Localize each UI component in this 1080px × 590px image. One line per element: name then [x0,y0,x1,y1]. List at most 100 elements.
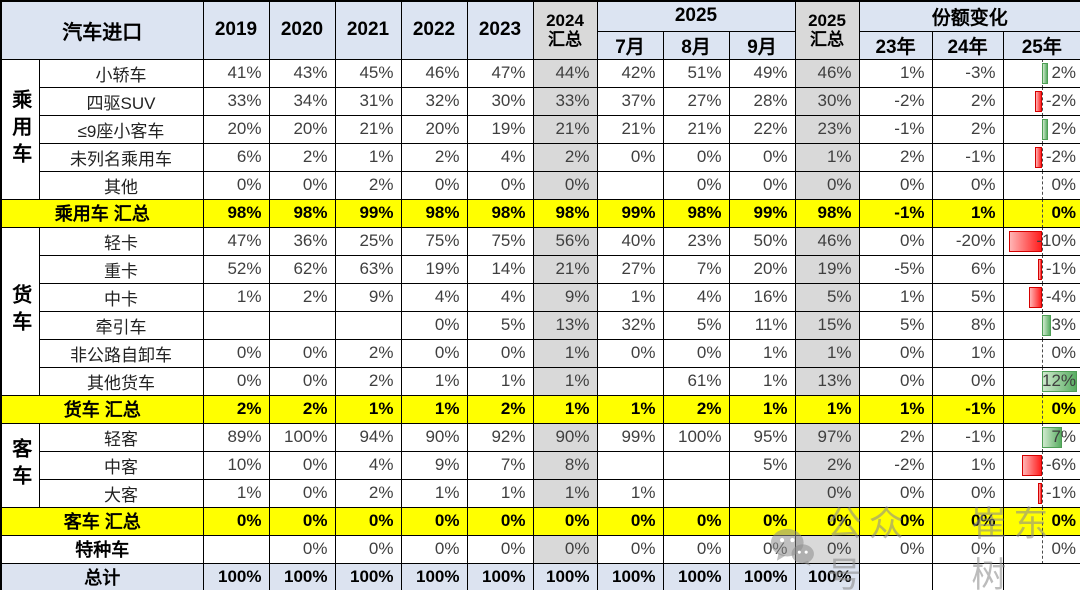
bar-axis-line [1041,536,1043,562]
table-cell: 34% [268,86,336,116]
table-row: 四驱SUV 33% 34% 31% 32% 30% 33% 37% 27% 28% 30% -2% 2%… [1,86,1080,116]
table-row: ≤9座小客车 20% 20% 21% 20% 19% 21% 21% 21% 22% 23% -1% 2… [1,114,1080,144]
cell-value: -2% [1045,147,1077,166]
header-year-2019: 2019 [202,0,270,60]
table-cell: 0% [858,338,933,368]
header-month-aug: 8月 [662,30,730,60]
table-cell: 0% [662,142,730,172]
table-cell: 0% [858,170,933,200]
table-cell: 0% [202,366,270,396]
table-cell: 8% [532,450,598,480]
data-bar-negative [1028,286,1042,308]
table-cell: 2% [334,478,402,508]
table-cell: 0% [400,506,468,536]
data-bar-positive [1041,370,1077,392]
cell-value: 0% [1051,511,1077,530]
table-row: 货车 轻卡 47% 36% 25% 75% 75% 56% 40% 23% 50% 46% 0% -20%… [0,226,1080,396]
table-cell: 47% [466,58,534,88]
table-cell: -3% [931,58,1004,88]
table-row: 牵引车 0% 5% 13% 32% 5% 11% 15% 5% 8% 3% [1,310,1080,340]
row-label: 其他货车 [38,366,204,396]
row-label: 货车 汇总 [0,394,204,424]
table-cell: 1% [596,282,664,312]
table-cell: 0% [268,450,336,480]
table-cell: 2% [334,170,402,200]
table-cell: 0% [931,506,1004,536]
table-title: 汽车进口 [0,0,204,60]
table-row: 其他 0% 0% 2% 0% 0% 0% 0% 0% 0% 0% 0% 0% [1,170,1080,200]
cell-value: 2% [1051,63,1077,82]
table-cell: 47% [202,226,270,256]
header-2024-total: 2024 汇总 [532,0,598,60]
table-cell: 30% [466,86,534,116]
cell-value: 7% [1051,427,1077,446]
table-row: 中客 10% 0% 4% 9% 7% 8% 5% 2% -2% 1% -6% [1,450,1080,480]
table-cell: 8% [931,310,1004,340]
row-label: 大客 [38,478,204,508]
table-cell: 100% [532,562,598,590]
table-cell: 2% [268,282,336,312]
table-cell: 27% [662,86,730,116]
table-cell: 1% [334,394,402,424]
table-cell [596,366,664,396]
cell-value: -2% [1045,91,1077,110]
table-cell: -6% [1002,450,1080,480]
table-body: 乘用车 小轿车 41% 43% 45% 46% 47% 44% 42% 51% 49% 46% 1% -3… [0,58,1080,590]
table-cell: 98% [268,198,336,228]
header-share-change: 份额变化 [858,0,1080,32]
table-cell: 46% [794,58,860,88]
table-cell: 2% [202,394,270,424]
table-cell: 33% [532,86,598,116]
row-label: 乘用车 汇总 [0,198,204,228]
bar-axis-line [1041,228,1043,254]
table-cell [662,450,730,480]
cell-value: 3% [1051,315,1077,334]
table-cell: 28% [728,86,796,116]
table-cell: 25% [334,226,402,256]
table-cell: 2% [334,338,402,368]
table-row: 大客 1% 0% 2% 1% 1% 1% 1% 0% 0% 0% -1% [1,478,1080,508]
header-2025-total: 2025 汇总 [794,0,860,60]
table-cell: 0% [532,534,598,564]
table-cell: 1% [532,394,598,424]
table-cell: -4% [1002,282,1080,312]
bar-axis-line [1041,88,1043,114]
table-cell: 0% [858,366,933,396]
table-cell: 100% [794,562,860,590]
table-cell: 3% [1002,310,1080,340]
table-cell: 1% [532,338,598,368]
table-cell: 0% [400,338,468,368]
table-cell: 2% [931,86,1004,116]
table-cell: 5% [662,310,730,340]
table-cell: 45% [334,58,402,88]
table-cell: 100% [662,562,730,590]
table-cell: 7% [662,254,730,284]
table-cell: 15% [794,310,860,340]
data-bar-negative [1038,258,1042,280]
table-cell: 12% [1002,366,1080,396]
row-label: ≤9座小客车 [38,114,204,144]
table-cell: 1% [400,394,468,424]
header-year-2021: 2021 [334,0,402,60]
data-bar-positive [1041,314,1051,336]
table-cell: 0% [268,338,336,368]
row-label: 四驱SUV [38,86,204,116]
row-label: 牵引车 [38,310,204,340]
table-cell: 0% [466,170,534,200]
table-cell: 0% [1002,338,1080,368]
table-cell: 19% [794,254,860,284]
data-bar-negative [1038,482,1042,504]
table-cell: 100% [728,562,796,590]
table-cell: 4% [466,142,534,172]
table-cell: 30% [794,86,860,116]
table-cell: 13% [532,310,598,340]
table-cell: 1% [466,478,534,508]
table-cell [596,170,664,200]
table-cell: -2% [858,450,933,480]
table-cell: 40% [596,226,664,256]
bar-axis-line [1041,256,1043,282]
header-month-sep: 9月 [728,30,796,60]
table-cell: 0% [931,170,1004,200]
table-cell: 32% [400,86,468,116]
